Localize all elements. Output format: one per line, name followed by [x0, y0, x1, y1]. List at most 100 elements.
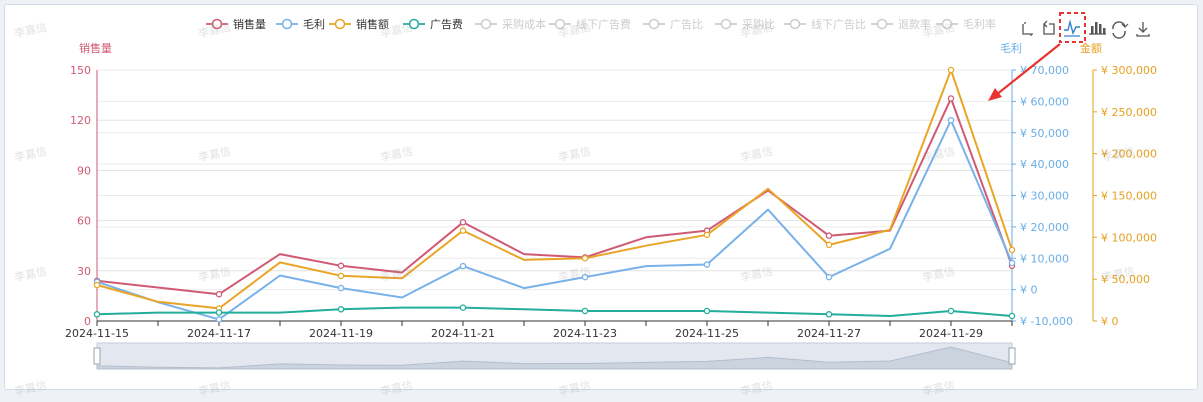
data-point[interactable] [947, 116, 955, 124]
legend-marker [941, 18, 953, 30]
data-point[interactable] [581, 273, 589, 281]
data-point[interactable] [947, 307, 955, 315]
data-point[interactable] [215, 316, 223, 323]
right-axis-1-tick-label: ¥ 10,000 [1020, 252, 1069, 265]
right-axis-amount: ¥ 0 ¥ 50,000 ¥ 100,000 ¥ 150,000 ¥ 200,000 ¥ … [1080, 41, 1157, 328]
bar-chart-icon-bar [1095, 22, 1098, 34]
line-chart-icon-shape [1064, 19, 1080, 35]
data-point[interactable] [215, 290, 223, 298]
x-axis-tick-label: 2024-11-17 [187, 327, 251, 340]
legend-item[interactable]: 毛利 [276, 18, 325, 31]
right-axis-2-name: 金额 [1080, 41, 1102, 55]
series-0 [93, 95, 1016, 298]
data-point[interactable] [337, 284, 345, 292]
legend-marker [648, 18, 660, 30]
zoom-icon-shape [1024, 22, 1032, 36]
data-point[interactable] [459, 262, 467, 270]
right-axis-2-tick-label: ¥ 150,000 [1101, 190, 1157, 203]
data-point[interactable] [947, 66, 955, 74]
right-axis-2-tick-label: ¥ 0 [1101, 315, 1119, 328]
data-point[interactable] [337, 262, 345, 270]
x-axis-tick-label: 2024-11-15 [65, 327, 129, 340]
legend-label: 采购成本 [502, 17, 546, 31]
legend-label: 毛利率 [963, 17, 996, 31]
zoom-icon-shape [1022, 24, 1033, 35]
slider-handle [93, 347, 101, 365]
data-point[interactable] [215, 309, 223, 316]
legend-item[interactable]: 销售额 [329, 17, 389, 31]
highlight-box [1059, 12, 1086, 43]
data-point[interactable] [703, 261, 711, 268]
legend-marker [789, 18, 801, 30]
restore-icon[interactable] [1112, 21, 1129, 39]
series-line [96, 306, 1013, 317]
restore-icon-shape [1121, 23, 1129, 28]
x-axis-tick-label: 2024-11-23 [553, 327, 617, 340]
data-point[interactable] [1008, 246, 1016, 254]
legend-marker [281, 18, 293, 30]
data-point[interactable] [337, 306, 345, 313]
bar-chart-icon-bar [1099, 24, 1102, 34]
left-axis-tick-label: 60 [77, 215, 91, 228]
legend-item[interactable]: 线下广告比 [784, 17, 866, 31]
data-point[interactable] [1008, 259, 1016, 267]
series-line [96, 119, 1013, 321]
restore-icon-shape [1112, 30, 1126, 39]
legend-label: 销售量 [233, 17, 266, 31]
slider-handle-left[interactable] [93, 347, 101, 365]
left-axis-name: 销售量 [79, 41, 112, 55]
data-point[interactable] [703, 307, 711, 315]
slider-preview [96, 346, 1013, 370]
data-point[interactable] [1008, 312, 1016, 320]
legend-item[interactable]: 广告比 [643, 18, 703, 31]
zoom-reset-icon[interactable] [1043, 20, 1055, 35]
slider-handle [1008, 347, 1016, 365]
legend-label: 线下广告费 [576, 17, 631, 31]
line-chart-icon[interactable] [1064, 19, 1080, 37]
data-point[interactable] [581, 254, 589, 262]
toolbar [1022, 19, 1150, 39]
download-icon[interactable] [1136, 22, 1150, 37]
legend-label: 退款率 [898, 17, 931, 31]
right-axis-2-tick-label: ¥ 50,000 [1101, 273, 1150, 286]
data-point[interactable] [581, 307, 589, 315]
data-point[interactable] [825, 241, 833, 249]
legend: 销售量 毛利 销售额 广告费 采购成本 线下广告费 广告比 采购比 线下广告比 退款率 毛利率 [206, 17, 996, 31]
x-axis: 2024-11-15 2024-11-17 2024-11-19 2024-11-21… [65, 320, 1013, 340]
data-point[interactable] [825, 311, 833, 318]
x-axis-tick-label: 2024-11-29 [919, 327, 983, 340]
left-axis-tick-label: 150 [70, 64, 91, 77]
legend-item[interactable]: 退款率 [871, 17, 931, 31]
legend-label: 毛利 [303, 18, 325, 31]
x-axis-tick-label: 2024-11-19 [309, 327, 373, 340]
legend-item[interactable]: 采购比 [715, 17, 775, 31]
legend-item[interactable]: 销售量 [206, 17, 266, 31]
left-axis-tick-label: 120 [70, 114, 91, 127]
series-3 [93, 304, 1016, 320]
legend-item[interactable]: 采购成本 [475, 17, 546, 31]
data-point[interactable] [459, 304, 467, 311]
data-point[interactable] [825, 232, 833, 239]
x-axis-tick-label: 2024-11-27 [797, 327, 861, 340]
arrow-shaft [995, 43, 1061, 96]
legend-label: 销售额 [356, 17, 389, 31]
data-point[interactable] [947, 95, 955, 102]
legend-marker [480, 18, 492, 30]
legend-item[interactable]: 毛利率 [936, 17, 996, 31]
data-point[interactable] [703, 231, 711, 239]
data-point[interactable] [337, 272, 345, 280]
data-point[interactable] [459, 219, 467, 226]
left-axis-tick-label: 90 [77, 164, 91, 177]
legend-label: 线下广告比 [811, 17, 866, 31]
x-axis-tick-label: 2024-11-21 [431, 327, 495, 340]
slider-handle-right[interactable] [1008, 347, 1016, 365]
data-zoom-slider[interactable] [93, 342, 1016, 370]
zoom-icon[interactable] [1022, 22, 1033, 36]
data-point[interactable] [825, 273, 833, 281]
data-point[interactable] [93, 281, 101, 289]
data-point[interactable] [459, 227, 467, 234]
data-point[interactable] [93, 311, 101, 318]
legend-item[interactable]: 线下广告费 [549, 17, 631, 31]
bar-chart-icon[interactable] [1089, 22, 1106, 35]
legend-item[interactable]: 广告费 [403, 18, 463, 31]
